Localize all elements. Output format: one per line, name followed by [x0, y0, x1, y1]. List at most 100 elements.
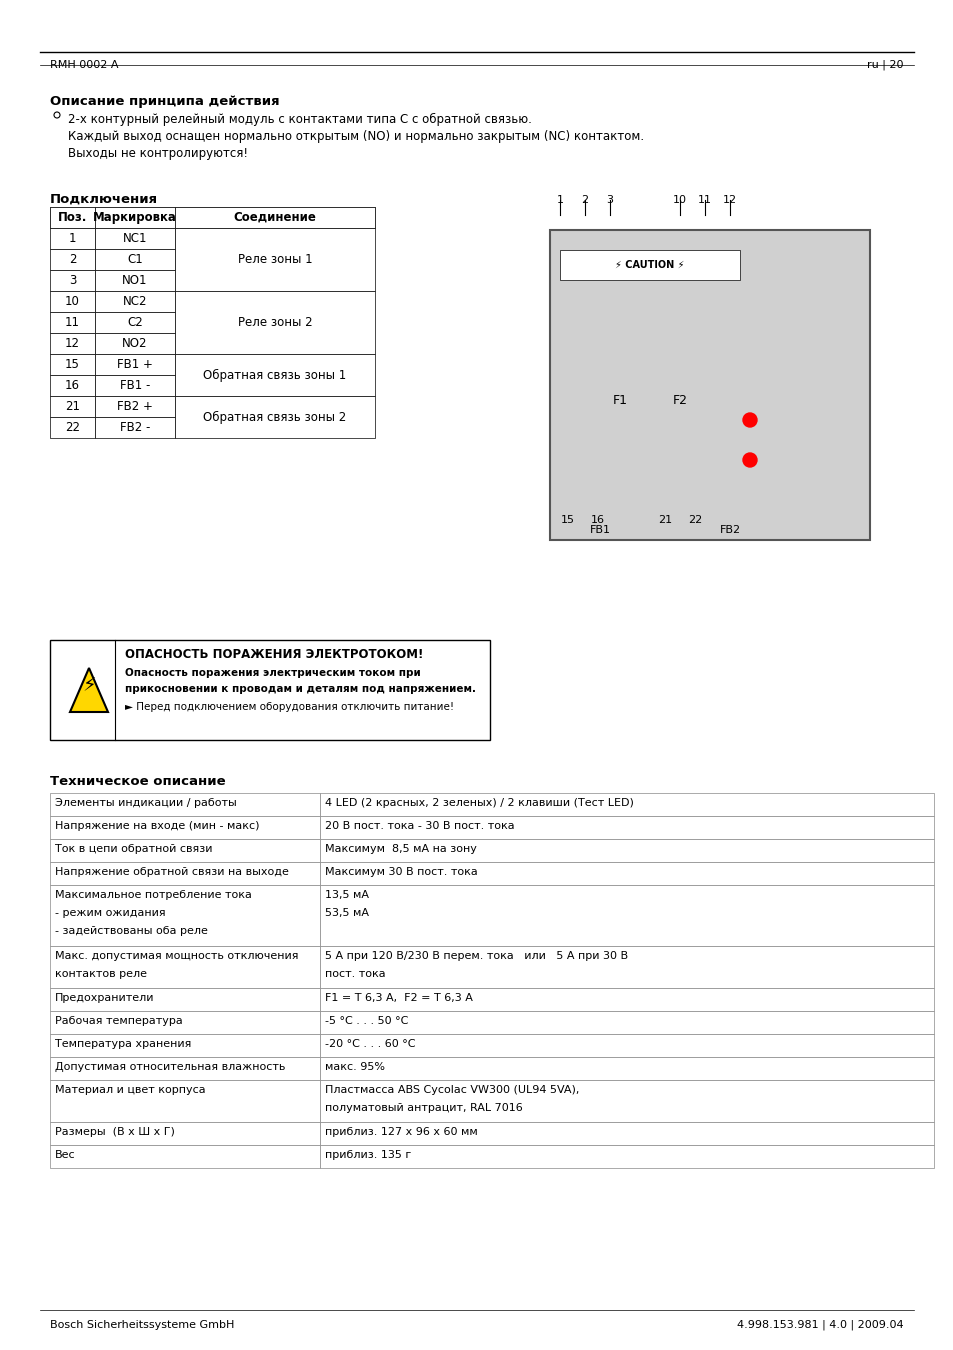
- Text: Напряжение обратной связи на выходе: Напряжение обратной связи на выходе: [55, 867, 289, 878]
- Text: RMH 0002 A: RMH 0002 A: [50, 59, 118, 70]
- FancyBboxPatch shape: [174, 207, 375, 228]
- Text: Допустимая относительная влажность: Допустимая относительная влажность: [55, 1062, 285, 1072]
- Text: Предохранители: Предохранители: [55, 994, 154, 1003]
- Text: 11: 11: [65, 316, 80, 329]
- Text: макс. 95%: макс. 95%: [325, 1062, 385, 1072]
- Text: 21: 21: [658, 514, 671, 525]
- Text: FB2 -: FB2 -: [120, 421, 150, 433]
- FancyBboxPatch shape: [319, 792, 933, 815]
- FancyBboxPatch shape: [559, 250, 740, 279]
- FancyBboxPatch shape: [319, 1080, 933, 1122]
- FancyBboxPatch shape: [550, 230, 869, 540]
- Text: Выходы не контролируются!: Выходы не контролируются!: [68, 147, 248, 161]
- FancyBboxPatch shape: [50, 1145, 319, 1168]
- Text: -5 °C . . . 50 °C: -5 °C . . . 50 °C: [325, 1017, 408, 1026]
- Text: полуматовый антрацит, RAL 7016: полуматовый антрацит, RAL 7016: [325, 1103, 522, 1112]
- Text: Элементы индикации / работы: Элементы индикации / работы: [55, 798, 236, 809]
- Text: F1: F1: [612, 393, 627, 406]
- Text: 15: 15: [65, 358, 80, 371]
- FancyBboxPatch shape: [50, 312, 95, 333]
- FancyBboxPatch shape: [50, 396, 95, 417]
- FancyBboxPatch shape: [50, 270, 95, 292]
- Text: 13,5 мА: 13,5 мА: [325, 890, 369, 900]
- FancyBboxPatch shape: [50, 946, 319, 988]
- FancyBboxPatch shape: [95, 375, 174, 396]
- Text: Обратная связь зоны 1: Обратная связь зоны 1: [203, 369, 346, 382]
- Text: 16: 16: [65, 379, 80, 391]
- FancyBboxPatch shape: [50, 417, 95, 437]
- Text: FB1 +: FB1 +: [117, 358, 152, 371]
- FancyBboxPatch shape: [95, 292, 174, 312]
- FancyBboxPatch shape: [95, 417, 174, 437]
- FancyBboxPatch shape: [50, 354, 95, 375]
- Text: 10: 10: [65, 296, 80, 308]
- FancyBboxPatch shape: [50, 815, 319, 838]
- FancyBboxPatch shape: [50, 292, 95, 312]
- Text: ► Перед подключением оборудования отключить питание!: ► Перед подключением оборудования отключ…: [125, 702, 454, 711]
- Text: 1: 1: [69, 232, 76, 244]
- FancyBboxPatch shape: [95, 207, 174, 228]
- FancyBboxPatch shape: [95, 270, 174, 292]
- FancyBboxPatch shape: [50, 375, 95, 396]
- FancyBboxPatch shape: [50, 207, 375, 228]
- Text: Рабочая температура: Рабочая температура: [55, 1017, 183, 1026]
- Text: 10: 10: [672, 194, 686, 205]
- Text: FB2: FB2: [719, 525, 740, 535]
- FancyBboxPatch shape: [50, 1034, 319, 1057]
- Text: ru | 20: ru | 20: [866, 59, 903, 70]
- FancyBboxPatch shape: [50, 207, 95, 228]
- FancyBboxPatch shape: [50, 640, 490, 740]
- Text: 2: 2: [580, 194, 588, 205]
- Text: Реле зоны 1: Реле зоны 1: [237, 252, 312, 266]
- Text: приблиз. 127 х 96 х 60 мм: приблиз. 127 х 96 х 60 мм: [325, 1127, 477, 1137]
- Text: - задействованы оба реле: - задействованы оба реле: [55, 926, 208, 936]
- FancyBboxPatch shape: [319, 838, 933, 863]
- Text: Температура хранения: Температура хранения: [55, 1040, 192, 1049]
- Text: ⚡: ⚡: [82, 676, 95, 695]
- FancyBboxPatch shape: [50, 863, 319, 886]
- FancyBboxPatch shape: [50, 1011, 319, 1034]
- Text: Вес: Вес: [55, 1150, 75, 1160]
- Text: Максимум  8,5 мА на зону: Максимум 8,5 мА на зону: [325, 844, 476, 855]
- Text: ⚡ CAUTION ⚡: ⚡ CAUTION ⚡: [615, 261, 684, 270]
- Text: 11: 11: [698, 194, 711, 205]
- FancyBboxPatch shape: [319, 1011, 933, 1034]
- FancyBboxPatch shape: [95, 333, 174, 354]
- Text: Поз.: Поз.: [58, 211, 87, 224]
- Text: - режим ожидания: - режим ожидания: [55, 909, 166, 918]
- FancyBboxPatch shape: [95, 248, 174, 270]
- Text: 22: 22: [65, 421, 80, 433]
- Text: 12: 12: [65, 338, 80, 350]
- Text: приблиз. 135 г: приблиз. 135 г: [325, 1150, 411, 1160]
- FancyBboxPatch shape: [319, 988, 933, 1011]
- Text: F2: F2: [672, 393, 687, 406]
- Circle shape: [742, 454, 757, 467]
- Text: 3: 3: [606, 194, 613, 205]
- FancyBboxPatch shape: [174, 228, 375, 292]
- Text: Пластмасса ABS Cycolac VW300 (UL94 5VA),: Пластмасса ABS Cycolac VW300 (UL94 5VA),: [325, 1085, 578, 1095]
- Text: Опасность поражения электрическим током при: Опасность поражения электрическим током …: [125, 668, 420, 678]
- Polygon shape: [70, 668, 108, 711]
- FancyBboxPatch shape: [95, 312, 174, 333]
- Text: Соединение: Соединение: [233, 211, 316, 224]
- FancyBboxPatch shape: [319, 946, 933, 988]
- Text: Ток в цепи обратной связи: Ток в цепи обратной связи: [55, 844, 213, 855]
- Text: -20 °C . . . 60 °C: -20 °C . . . 60 °C: [325, 1040, 416, 1049]
- FancyBboxPatch shape: [319, 1057, 933, 1080]
- Text: FB1 -: FB1 -: [120, 379, 150, 391]
- Text: F1 = T 6,3 A,  F2 = T 6,3 A: F1 = T 6,3 A, F2 = T 6,3 A: [325, 994, 473, 1003]
- Text: 1: 1: [556, 194, 563, 205]
- FancyBboxPatch shape: [319, 863, 933, 886]
- Text: FB1: FB1: [589, 525, 610, 535]
- Text: 2: 2: [69, 252, 76, 266]
- FancyBboxPatch shape: [319, 815, 933, 838]
- Text: Каждый выход оснащен нормально открытым (NO) и нормально закрытым (NC) контактом: Каждый выход оснащен нормально открытым …: [68, 130, 643, 143]
- FancyBboxPatch shape: [95, 396, 174, 417]
- FancyBboxPatch shape: [95, 354, 174, 375]
- Text: Размеры  (В х Ш х Г): Размеры (В х Ш х Г): [55, 1127, 174, 1137]
- Text: Техническое описание: Техническое описание: [50, 775, 226, 788]
- Text: 3: 3: [69, 274, 76, 288]
- FancyBboxPatch shape: [95, 228, 174, 248]
- Text: 12: 12: [722, 194, 737, 205]
- Text: Подключения: Подключения: [50, 193, 158, 207]
